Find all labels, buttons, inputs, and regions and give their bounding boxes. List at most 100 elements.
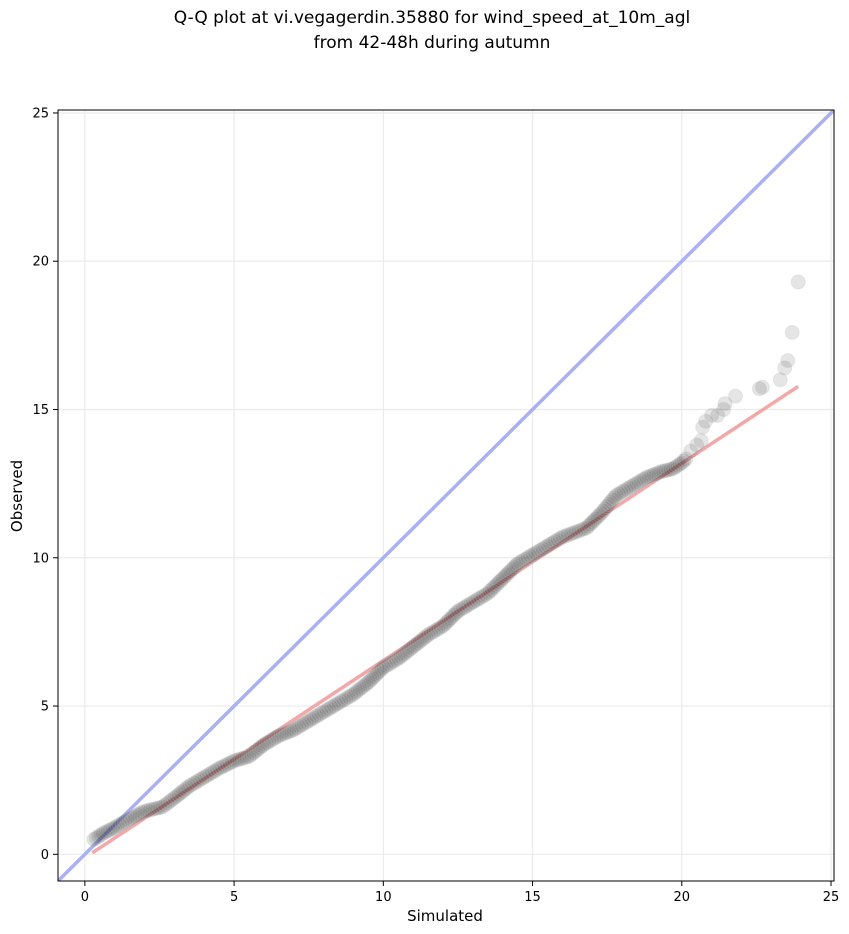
scatter-point <box>368 667 384 683</box>
scatter-point <box>134 805 150 821</box>
scatter-point <box>395 647 411 663</box>
scatter-point <box>86 831 102 847</box>
scatter-point <box>512 554 528 570</box>
scatter-point <box>606 490 622 506</box>
scatter-point <box>433 619 449 635</box>
scatter-point <box>263 732 279 748</box>
scatter-point <box>674 455 690 471</box>
scatter-point <box>508 558 524 574</box>
scatter-point <box>430 621 446 637</box>
scatter-point <box>341 689 357 705</box>
scatter-point <box>129 807 145 823</box>
scatter-point <box>343 688 359 704</box>
x-tick-label: 15 <box>524 890 541 905</box>
scatter-point <box>352 681 368 697</box>
scatter-point <box>236 750 252 766</box>
y-tick-label: 20 <box>32 255 49 270</box>
y-tick-label: 5 <box>41 700 49 715</box>
scatter-point <box>623 479 639 495</box>
scatter-point <box>435 618 451 634</box>
scatter-point <box>751 381 767 397</box>
scatter-point <box>643 468 659 484</box>
scatter-point <box>437 616 453 632</box>
scatter-point <box>425 624 441 640</box>
scatter-point <box>522 548 538 564</box>
scatter-point <box>95 826 111 842</box>
scatter-point <box>350 683 366 699</box>
scatter-point <box>557 528 573 544</box>
scatter-point <box>370 665 386 681</box>
scatter-point <box>392 649 408 665</box>
scatter-point <box>477 587 493 603</box>
scatter-point <box>209 762 225 778</box>
scatter-point <box>601 496 617 512</box>
scatter-point <box>186 775 202 791</box>
scatter-point <box>90 829 106 845</box>
scatter-point <box>191 772 207 788</box>
scatter-point <box>537 539 553 555</box>
scatter-point <box>362 672 378 688</box>
scatter-point <box>491 574 507 590</box>
scatter-point <box>388 652 404 668</box>
scatter-point <box>655 463 671 479</box>
scatter-point <box>560 527 576 543</box>
scatter-point <box>401 642 417 658</box>
x-axis-ticks: 0 5 10 15 20 25 <box>81 881 839 905</box>
scatter-point <box>772 372 788 388</box>
y-axis-ticks: 0 5 10 15 20 25 <box>32 106 58 863</box>
scatter-point <box>127 808 143 824</box>
y-axis-label: Observed <box>8 460 26 532</box>
scatter-point <box>653 464 669 480</box>
scatter-point <box>124 809 140 825</box>
scatter-point <box>554 529 570 545</box>
scatter-point <box>166 790 182 806</box>
scatter-point <box>500 565 516 581</box>
scatter-point <box>245 745 261 761</box>
scatter-point <box>162 794 178 810</box>
scatter-point <box>698 413 714 429</box>
scatter-point <box>273 727 289 743</box>
scatter-point <box>354 679 370 695</box>
scatter-point <box>662 461 678 477</box>
scatter-point <box>754 379 770 395</box>
scatter-point <box>539 538 555 554</box>
scatter-point <box>407 637 423 653</box>
scatter-point <box>338 691 354 707</box>
scatter-point <box>487 578 503 594</box>
scatter-point <box>234 751 250 767</box>
scatter-point <box>164 792 180 808</box>
y-tick-label: 25 <box>32 106 49 121</box>
scatter-point <box>254 738 270 754</box>
chart-title-line-2: from 42-48h during autumn <box>314 33 551 53</box>
scatter-point <box>159 795 175 811</box>
scatter-point <box>535 541 551 557</box>
scatter-point <box>549 532 565 548</box>
scatter-point <box>293 717 309 733</box>
scatter-point <box>181 778 197 794</box>
scatter-point <box>452 602 468 618</box>
scatter-point <box>704 407 720 423</box>
scatter-points <box>86 274 806 847</box>
x-tick-label: 0 <box>81 890 89 905</box>
scatter-point <box>462 596 478 612</box>
scatter-point <box>520 550 536 566</box>
scatter-point <box>336 692 352 708</box>
scatter-point <box>593 505 609 521</box>
scatter-point <box>784 324 800 340</box>
scatter-point <box>475 588 491 604</box>
scatter-point <box>547 533 563 549</box>
y-tick-label: 10 <box>32 551 49 566</box>
scatter-point <box>224 754 240 770</box>
scatter-point <box>194 771 210 787</box>
scatter-point <box>214 759 230 775</box>
scatter-point <box>142 802 158 818</box>
scatter-point <box>640 469 656 485</box>
scatter-point <box>179 780 195 796</box>
scatter-point <box>375 659 391 675</box>
scatter-point <box>171 787 187 803</box>
scatter-point <box>645 467 661 483</box>
scatter-point <box>777 360 793 376</box>
scatter-point <box>613 485 629 501</box>
scatter-point <box>184 777 200 793</box>
scatter-point <box>442 611 458 627</box>
